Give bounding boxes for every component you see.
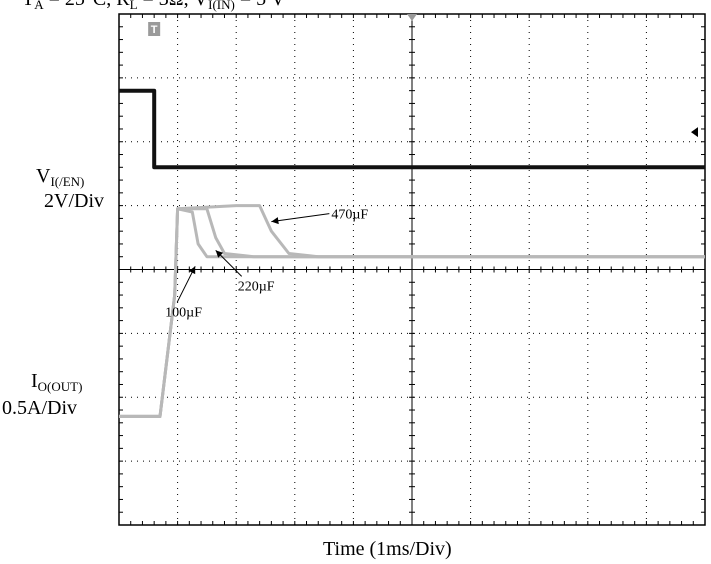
markers: T (148, 14, 698, 138)
ch2-symbol: I (31, 370, 38, 392)
ch2-label: IO(OUT) (31, 370, 82, 398)
annotation-arrowhead (271, 217, 279, 225)
annotation-label: 470µF (331, 208, 368, 223)
trigger-marker-label: T (151, 24, 158, 36)
ch1-label: VI(/EN) (36, 165, 84, 193)
traces (119, 88, 705, 418)
trigger-level-arrow (691, 127, 698, 138)
time-reference-marker (407, 14, 417, 21)
graticule (118, 13, 706, 526)
ch1-scale: 2V/Div (44, 190, 104, 212)
ch1-symbol: V (36, 165, 51, 187)
ch2-subscript: O(OUT) (37, 379, 83, 394)
trace-v-i-en- (119, 88, 705, 170)
test-conditions: TA = 25°C, RL = 3Ω, VI(IN) = 5 V (22, 0, 285, 16)
vin-text: = 5 V (235, 0, 285, 10)
annotation-label: 220µF (238, 279, 275, 294)
load-text: = 3Ω, V (138, 0, 209, 10)
annotation-label: 100µF (165, 305, 202, 320)
temp-subscript: A (34, 0, 44, 12)
temp-symbol: T (22, 0, 34, 10)
annotation-arrowhead (188, 266, 196, 275)
time-axis-label: Time (1ms/Div) (323, 538, 452, 560)
load-subscript: L (129, 0, 138, 12)
ch2-scale: 0.5A/Div (2, 397, 77, 419)
annotation-arrowhead (215, 250, 224, 258)
trace-470-f (119, 204, 705, 418)
ch1-subscript: I(/EN) (50, 174, 85, 189)
annotation-arrow (271, 213, 330, 223)
annotations: 470µF 220µF 100µF (165, 208, 368, 321)
trigger-marker (148, 22, 161, 36)
vin-subscript: I(IN) (208, 0, 235, 12)
temp-text: = 25°C, R (44, 0, 130, 10)
